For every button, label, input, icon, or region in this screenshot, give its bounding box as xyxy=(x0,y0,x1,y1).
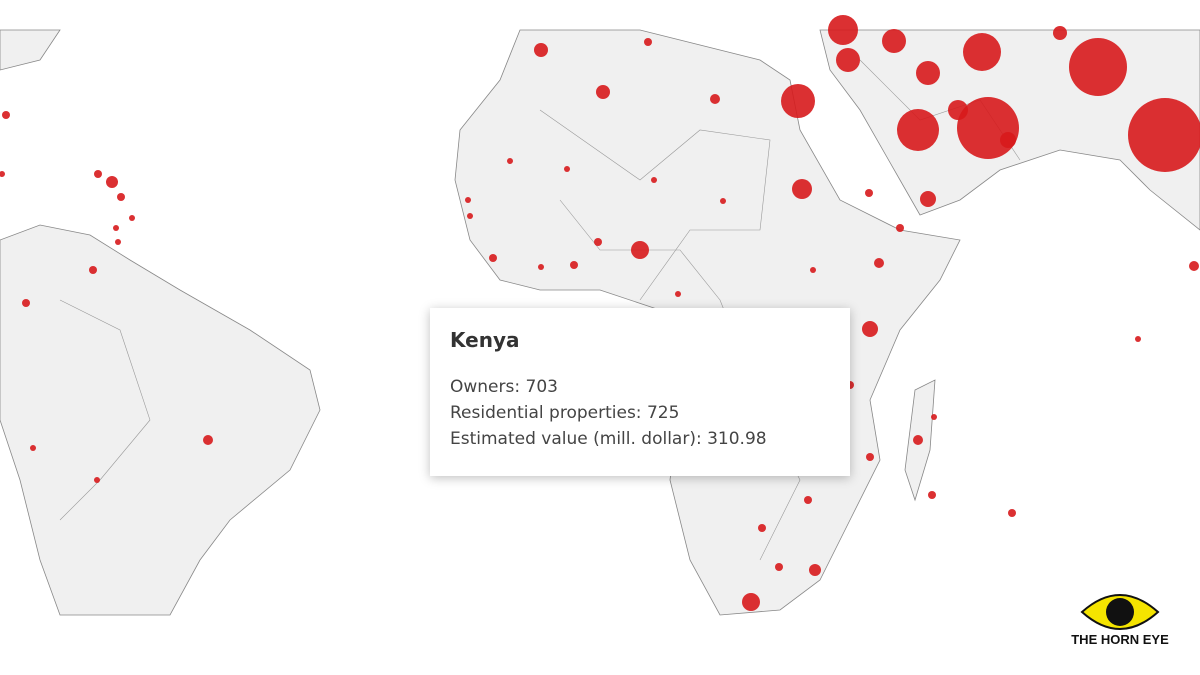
bubble[interactable] xyxy=(792,179,812,199)
tooltip-row: Estimated value (mill. dollar): 310.98 xyxy=(450,426,830,452)
row-value: 703 xyxy=(525,377,558,397)
tooltip-title: Kenya xyxy=(450,328,520,352)
bubble[interactable] xyxy=(810,267,816,273)
bubble[interactable] xyxy=(1135,336,1141,342)
bubble[interactable] xyxy=(117,193,125,201)
bubble[interactable] xyxy=(596,85,610,99)
bubble[interactable] xyxy=(489,254,497,262)
bubble[interactable] xyxy=(94,477,100,483)
bubble[interactable] xyxy=(1053,26,1067,40)
bubble[interactable] xyxy=(570,261,578,269)
bubble[interactable] xyxy=(22,299,30,307)
bubble[interactable] xyxy=(874,258,884,268)
tooltip-row: Owners: 703 xyxy=(450,374,830,400)
bubble[interactable] xyxy=(1069,38,1127,96)
bubble[interactable] xyxy=(1189,261,1199,271)
bubble[interactable] xyxy=(644,38,652,46)
bubble[interactable] xyxy=(564,166,570,172)
bubble[interactable] xyxy=(631,241,649,259)
bubble[interactable] xyxy=(862,321,878,337)
bubble[interactable] xyxy=(742,593,760,611)
bubble[interactable] xyxy=(30,445,36,451)
row-value: 310.98 xyxy=(707,429,767,449)
bubble[interactable] xyxy=(865,189,873,197)
bubble[interactable] xyxy=(866,453,874,461)
bubble[interactable] xyxy=(1000,132,1016,148)
bubble[interactable] xyxy=(467,213,473,219)
row-value: 725 xyxy=(646,403,680,423)
bubble[interactable] xyxy=(720,198,726,204)
logo-text: THE HORN EYE xyxy=(1071,632,1169,647)
bubble[interactable] xyxy=(804,496,812,504)
bubble[interactable] xyxy=(963,33,1001,71)
bubble[interactable] xyxy=(882,29,906,53)
bubble[interactable] xyxy=(916,61,940,85)
bubble[interactable] xyxy=(758,524,766,532)
bubble[interactable] xyxy=(1008,509,1016,517)
tooltip: Kenya Owners: 703 Residential properties… xyxy=(430,308,850,476)
logo-icon xyxy=(1080,594,1160,630)
bubble[interactable] xyxy=(507,158,513,164)
bubble[interactable] xyxy=(203,435,213,445)
bubble[interactable] xyxy=(129,215,135,221)
bubble[interactable] xyxy=(775,563,783,571)
row-label: Residential properties: xyxy=(450,403,642,423)
bubble[interactable] xyxy=(115,239,121,245)
bubble[interactable] xyxy=(928,491,936,499)
bubble[interactable] xyxy=(897,109,939,151)
bubble[interactable] xyxy=(913,435,923,445)
bubble[interactable] xyxy=(948,100,968,120)
bubble[interactable] xyxy=(594,238,602,246)
bubble[interactable] xyxy=(106,176,118,188)
bubble[interactable] xyxy=(781,84,815,118)
bubble[interactable] xyxy=(836,48,860,72)
bubble[interactable] xyxy=(809,564,821,576)
bubble[interactable] xyxy=(465,197,471,203)
bubble[interactable] xyxy=(828,15,858,45)
bubble[interactable] xyxy=(675,291,681,297)
bubble[interactable] xyxy=(89,266,97,274)
bubble[interactable] xyxy=(710,94,720,104)
bubble[interactable] xyxy=(1128,98,1200,172)
bubble[interactable] xyxy=(0,171,5,177)
bubble[interactable] xyxy=(534,43,548,57)
bubble[interactable] xyxy=(94,170,102,178)
row-label: Estimated value (mill. dollar): xyxy=(450,429,702,449)
tooltip-row: Residential properties: 725 xyxy=(450,400,830,426)
bubble[interactable] xyxy=(931,414,937,420)
bubble[interactable] xyxy=(2,111,10,119)
bubble[interactable] xyxy=(538,264,544,270)
bubbles xyxy=(0,15,1200,611)
bubble[interactable] xyxy=(113,225,119,231)
bubble[interactable] xyxy=(896,224,904,232)
row-label: Owners: xyxy=(450,377,521,397)
bubble[interactable] xyxy=(920,191,936,207)
bubble[interactable] xyxy=(651,177,657,183)
